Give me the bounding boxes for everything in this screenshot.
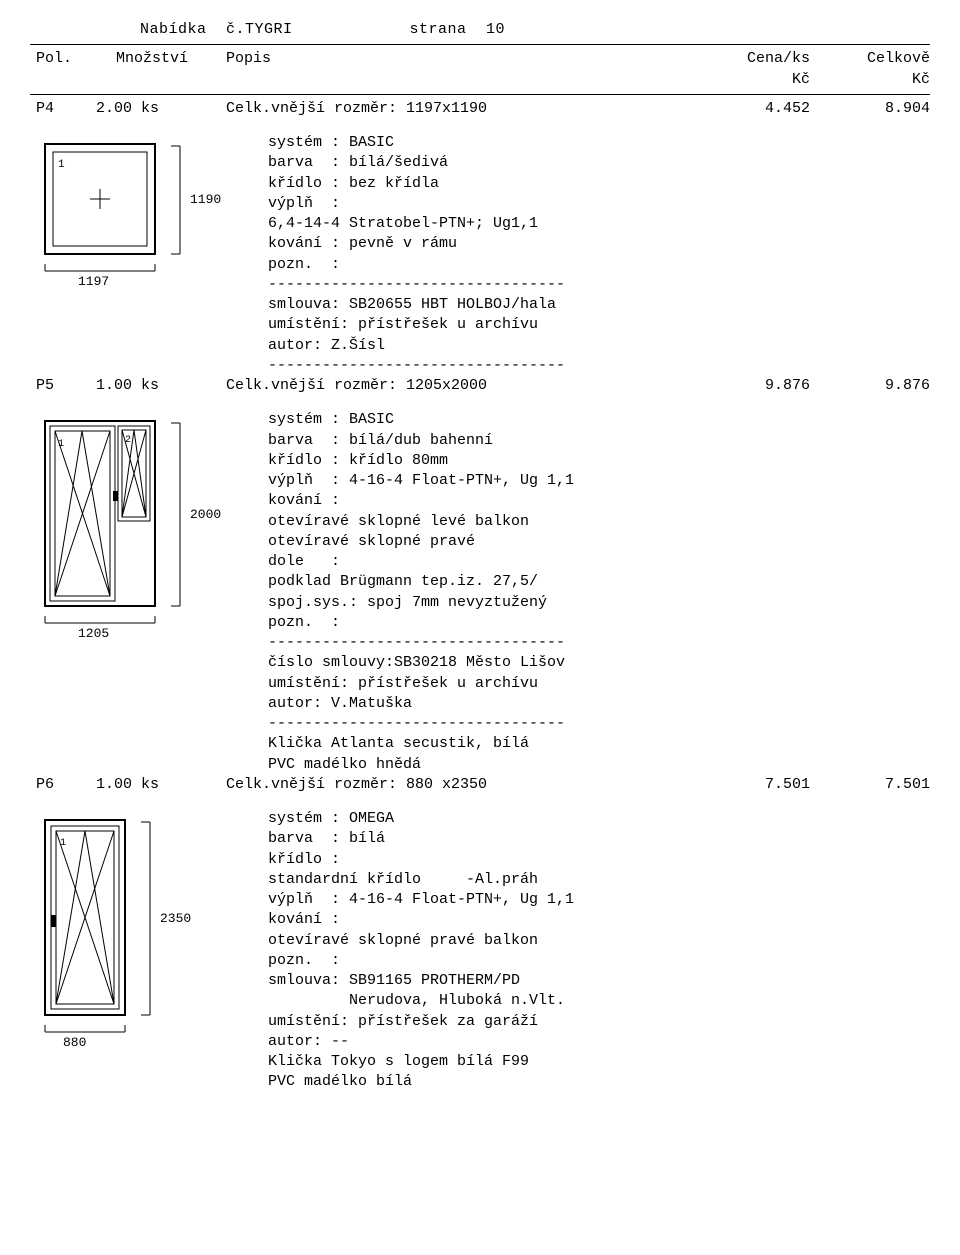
item-description: systém : BASIC barva : bílá/šedivá křídl… — [268, 133, 930, 376]
col-kc1: Kč — [690, 70, 810, 90]
qty: 1.00 ks — [96, 775, 226, 795]
col-pol: Pol. — [36, 49, 116, 69]
svg-text:1: 1 — [58, 439, 64, 450]
col-kc2: Kč — [810, 70, 930, 90]
price: 4.452 — [690, 99, 810, 119]
item-ident: P5 1.00 ks Celk.vnější rozměr: 1205x2000… — [30, 376, 930, 396]
pol: P5 — [36, 376, 96, 396]
divider — [30, 94, 930, 95]
pol: P4 — [36, 99, 96, 119]
pol: P6 — [36, 775, 96, 795]
total: 8.904 — [810, 99, 930, 119]
page-header: Nabídka č.TYGRI strana 10 — [30, 20, 930, 40]
dim-height: 1190 — [190, 191, 221, 209]
item-body: 1 1190 1197systém : BASIC barva : bílá/š… — [30, 133, 930, 376]
dim-height: 2350 — [160, 910, 191, 928]
svg-text:2: 2 — [125, 435, 131, 446]
dim-width: 1197 — [78, 273, 109, 291]
diagram: 1 2350 880 — [30, 815, 260, 1050]
col-qty: Množství — [116, 49, 226, 69]
price: 9.876 — [690, 376, 810, 396]
column-headers: Pol. Množství Popis Cena/ks Celkově — [30, 49, 930, 69]
title: Celk.vnější rozměr: 1205x2000 — [226, 376, 690, 396]
price: 7.501 — [690, 775, 810, 795]
total: 9.876 — [810, 376, 930, 396]
item-body: 1 2350 880systém : OMEGA barva : bílá kř… — [30, 809, 930, 1093]
item-description: systém : OMEGA barva : bílá křídlo : sta… — [268, 809, 930, 1093]
page-label: strana 10 — [410, 21, 506, 38]
svg-text:1: 1 — [60, 838, 66, 849]
title: Celk.vnější rozměr: 1197x1190 — [226, 99, 690, 119]
diagram: 1 1190 1197 — [30, 139, 260, 289]
item-ident: P4 2.00 ks Celk.vnější rozměr: 1197x1190… — [30, 99, 930, 119]
item-body: 1 2 2000 1205systém : BASIC barva : bílá… — [30, 410, 930, 775]
item-description: systém : BASIC barva : bílá/dub bahenní … — [268, 410, 930, 775]
diagram: 1 2 2000 1205 — [30, 416, 260, 641]
qty: 1.00 ks — [96, 376, 226, 396]
col-total: Celkově — [810, 49, 930, 69]
dim-width: 1205 — [78, 625, 109, 643]
dim-height: 2000 — [190, 506, 221, 524]
item-ident: P6 1.00 ks Celk.vnější rozměr: 880 x2350… — [30, 775, 930, 795]
divider — [30, 44, 930, 45]
qty: 2.00 ks — [96, 99, 226, 119]
title: Celk.vnější rozměr: 880 x2350 — [226, 775, 690, 795]
col-price: Cena/ks — [690, 49, 810, 69]
dim-width: 880 — [63, 1034, 86, 1052]
offer-label: Nabídka č.TYGRI — [140, 21, 293, 38]
total: 7.501 — [810, 775, 930, 795]
col-desc: Popis — [226, 49, 690, 69]
svg-text:1: 1 — [58, 159, 65, 171]
column-headers-sub: Kč Kč — [30, 70, 930, 90]
